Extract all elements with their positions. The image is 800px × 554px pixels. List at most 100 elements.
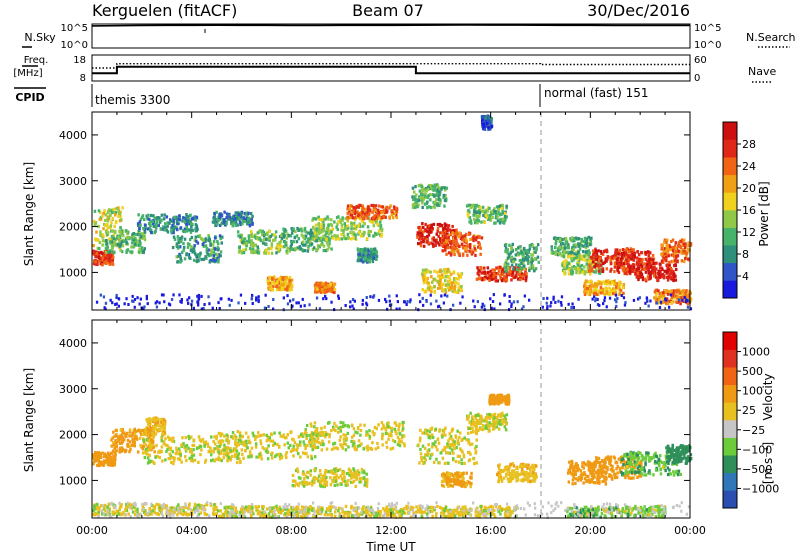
power-mark xyxy=(681,242,684,246)
velocity-mark xyxy=(169,448,172,452)
power-mark xyxy=(315,239,319,243)
power-mark xyxy=(105,239,108,243)
power-mark xyxy=(104,255,108,259)
power-mark xyxy=(312,216,315,221)
power-mark xyxy=(531,264,535,268)
velocity-mark xyxy=(115,444,119,448)
power-clutter-mark xyxy=(602,302,605,306)
power-mark xyxy=(579,243,583,247)
power-mark xyxy=(609,259,612,263)
velocity-mark xyxy=(120,440,124,444)
power-mark xyxy=(597,269,601,273)
velocity-mark xyxy=(121,431,124,435)
power-mark xyxy=(413,202,416,206)
power-mark xyxy=(392,205,396,209)
power-mark xyxy=(503,265,507,269)
power-mark xyxy=(500,212,503,216)
velocity-mark xyxy=(170,438,174,442)
power-mark xyxy=(600,282,603,286)
power-mark xyxy=(150,230,153,235)
power-mark xyxy=(599,286,603,290)
power-mark xyxy=(601,269,605,273)
velocity-mark xyxy=(148,429,151,433)
power-mark xyxy=(287,234,290,238)
power-mark xyxy=(275,284,279,288)
power-mark xyxy=(288,288,291,292)
power-mark xyxy=(319,290,323,294)
power-mark xyxy=(333,282,337,286)
velocity-mark xyxy=(231,431,235,435)
velocity-mark xyxy=(215,457,218,461)
power-mark xyxy=(532,246,536,250)
power-clutter-mark xyxy=(372,294,376,298)
velocity-mark xyxy=(209,449,213,453)
power-mark xyxy=(584,279,588,283)
power-mark xyxy=(176,228,179,232)
power-mark xyxy=(165,215,169,219)
power-mark xyxy=(348,207,351,211)
velocity-mark xyxy=(232,449,235,453)
power-mark xyxy=(239,235,242,239)
power-mark xyxy=(577,244,580,248)
power-mark xyxy=(344,216,347,221)
power-mark xyxy=(221,217,225,222)
power-mark xyxy=(110,246,114,250)
velocity-mark xyxy=(200,448,203,452)
power-clutter-mark xyxy=(572,306,575,309)
velocity-mark xyxy=(212,448,215,452)
power-mark xyxy=(143,217,146,222)
power-mark xyxy=(360,234,363,238)
power-mark xyxy=(490,210,494,214)
power-mark xyxy=(563,243,567,247)
power-mark xyxy=(587,280,590,284)
power-mark xyxy=(590,285,593,289)
power-mark xyxy=(195,239,198,243)
power-mark xyxy=(190,245,193,249)
power-mark xyxy=(587,289,591,294)
power-mark xyxy=(177,240,181,245)
power-mark xyxy=(660,243,663,247)
power-mark xyxy=(327,223,330,227)
power-mark xyxy=(259,238,262,242)
power-mark xyxy=(200,257,203,262)
power-mark xyxy=(267,282,270,286)
power-mark xyxy=(484,116,487,120)
power-mark xyxy=(142,249,146,253)
power-mark xyxy=(269,234,272,238)
power-mark xyxy=(636,267,639,271)
power-clutter-mark xyxy=(178,293,181,297)
power-mark xyxy=(437,197,441,201)
power-clutter-mark xyxy=(685,299,689,303)
velocity-mark xyxy=(282,433,285,437)
velocity-mark xyxy=(240,448,244,452)
power-mark xyxy=(183,257,187,261)
velocity-mark xyxy=(274,454,277,459)
power-mark xyxy=(221,221,224,225)
power-mark xyxy=(458,244,461,249)
power-mark xyxy=(576,263,580,267)
power-mark xyxy=(600,259,603,263)
power-mark xyxy=(524,277,528,281)
power-mark xyxy=(104,253,107,257)
power-mark xyxy=(363,251,366,256)
power-mark xyxy=(525,252,529,256)
power-clutter-mark xyxy=(614,298,617,302)
power-mark xyxy=(443,204,446,208)
power-mark xyxy=(322,249,326,253)
power-mark xyxy=(364,259,367,263)
power-mark xyxy=(217,253,221,257)
power-mark xyxy=(640,263,643,267)
velocity-mark xyxy=(103,452,107,456)
power-mark xyxy=(275,251,278,255)
power-mark xyxy=(426,270,430,274)
velocity-mark xyxy=(220,459,223,463)
power-mark xyxy=(679,245,683,249)
power-mark xyxy=(147,222,151,226)
power-mark xyxy=(194,218,197,222)
power-mark xyxy=(384,215,387,219)
velocity-mark xyxy=(146,452,149,456)
power-mark xyxy=(311,218,314,222)
power-mark xyxy=(626,268,629,272)
power-mark xyxy=(195,224,198,228)
date-title: 30/Dec/2016 xyxy=(587,1,690,20)
